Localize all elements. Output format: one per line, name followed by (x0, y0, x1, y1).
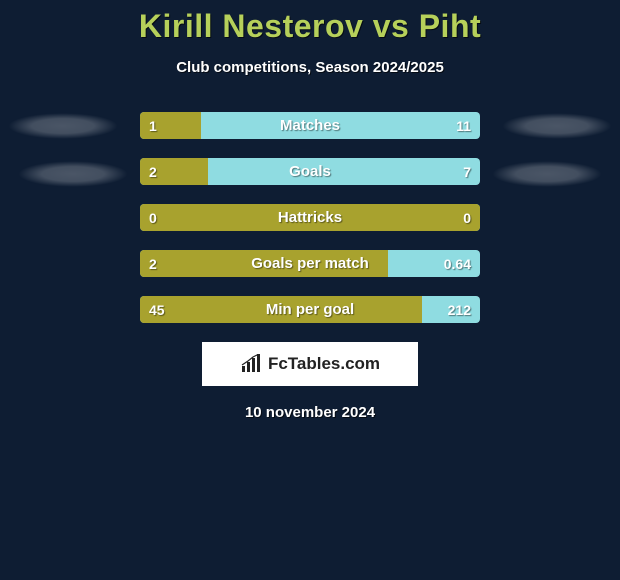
bar-chart-icon (240, 354, 264, 374)
stat-row: 00Hattricks (0, 204, 620, 231)
comparison-rows: 111Matches 27Goals 00Hattricks 20.64Goals p… (0, 112, 620, 323)
logo-text: FcTables.com (268, 354, 380, 374)
stat-label: Goals (140, 158, 480, 185)
stat-label: Goals per match (140, 250, 480, 277)
bar-track: 20.64Goals per match (140, 250, 480, 277)
stat-row: 111Matches (0, 112, 620, 139)
stat-row: 20.64Goals per match (0, 250, 620, 277)
stat-label: Min per goal (140, 296, 480, 323)
shadow-ellipse-right (492, 161, 602, 187)
shadow-ellipse-left (18, 161, 128, 187)
bar-track: 27Goals (140, 158, 480, 185)
subtitle: Club competitions, Season 2024/2025 (0, 59, 620, 76)
bar-track: 00Hattricks (140, 204, 480, 231)
bar-track: 45212Min per goal (140, 296, 480, 323)
stat-row: 27Goals (0, 158, 620, 185)
page-title: Kirill Nesterov vs Piht (0, 0, 620, 45)
shadow-ellipse-right (502, 113, 612, 139)
stat-row: 45212Min per goal (0, 296, 620, 323)
bar-track: 111Matches (140, 112, 480, 139)
logo-box: FcTables.com (202, 342, 418, 386)
stat-label: Hattricks (140, 204, 480, 231)
shadow-ellipse-left (8, 113, 118, 139)
date-line: 10 november 2024 (0, 404, 620, 421)
stat-label: Matches (140, 112, 480, 139)
